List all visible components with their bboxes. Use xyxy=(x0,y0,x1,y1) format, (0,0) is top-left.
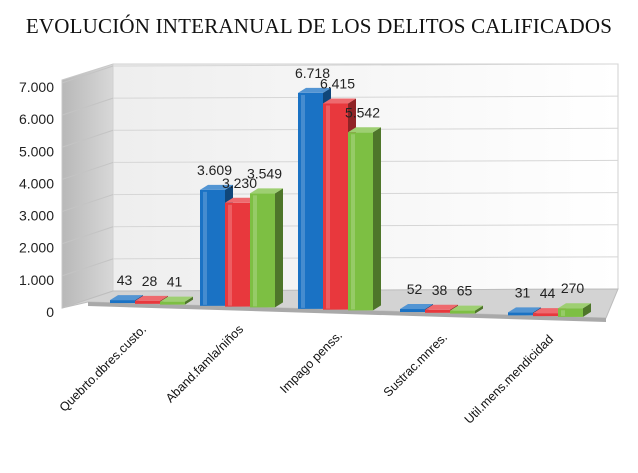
data-label: 44 xyxy=(540,285,556,301)
gridline xyxy=(112,63,619,67)
chart-title: EVOLUCIÓN INTERANUAL DE LOS DELITOS CALI… xyxy=(25,14,613,38)
floor-edge xyxy=(88,302,606,322)
y-tick-label: 1.000 xyxy=(19,272,54,288)
data-label: 3.549 xyxy=(247,165,282,181)
data-label: 6.415 xyxy=(320,75,355,91)
data-label: 6.718 xyxy=(295,65,330,81)
data-label: 5.542 xyxy=(345,104,380,120)
data-label: 38 xyxy=(432,282,448,298)
x-tick-label: Impago penss. xyxy=(277,328,345,396)
data-label: 41 xyxy=(167,274,183,290)
bar xyxy=(348,127,381,311)
gridline-side xyxy=(61,194,114,213)
data-label: 3.609 xyxy=(197,162,232,178)
gridline-side xyxy=(61,129,114,148)
x-tick-label: Util.mens.mendicidad xyxy=(462,332,556,426)
x-tick-label: Quebrto.dbres.custo. xyxy=(57,322,149,414)
y-axis: 0 1.000 2.000 3.000 4.000 5.000 6.000 7.000 xyxy=(19,79,54,320)
y-tick-label: 4.000 xyxy=(19,175,54,191)
bar xyxy=(558,303,591,317)
gridline-side xyxy=(61,65,114,84)
data-label: 43 xyxy=(117,272,133,288)
data-label: 31 xyxy=(515,284,531,300)
data-label: 3.230 xyxy=(222,175,257,191)
x-axis: Quebrto.dbres.custo. Aband.famla/niños Imp… xyxy=(57,322,556,426)
y-tick-label: 3.000 xyxy=(19,208,54,224)
bar xyxy=(225,197,258,307)
bar xyxy=(160,296,193,305)
data-label: 65 xyxy=(457,283,473,299)
gridline-side xyxy=(61,97,114,116)
x-tick-label: Sustrac.mnres. xyxy=(381,330,450,399)
data-label: 28 xyxy=(142,273,158,289)
data-label: 52 xyxy=(407,281,423,297)
bar xyxy=(250,188,283,308)
y-tick-label: 0 xyxy=(46,304,54,320)
x-tick-label: Aband.famla/niños xyxy=(163,322,246,405)
gridline-side xyxy=(61,226,114,245)
bars xyxy=(110,87,591,317)
gridline-side xyxy=(61,161,114,180)
y-tick-label: 5.000 xyxy=(19,143,54,159)
data-label: 270 xyxy=(561,280,585,296)
gridline-side xyxy=(61,258,114,277)
gridline xyxy=(112,95,619,99)
y-tick-label: 7.000 xyxy=(19,79,54,95)
y-tick-label: 2.000 xyxy=(19,240,54,256)
y-tick-label: 6.000 xyxy=(19,111,54,127)
bar xyxy=(450,305,483,314)
